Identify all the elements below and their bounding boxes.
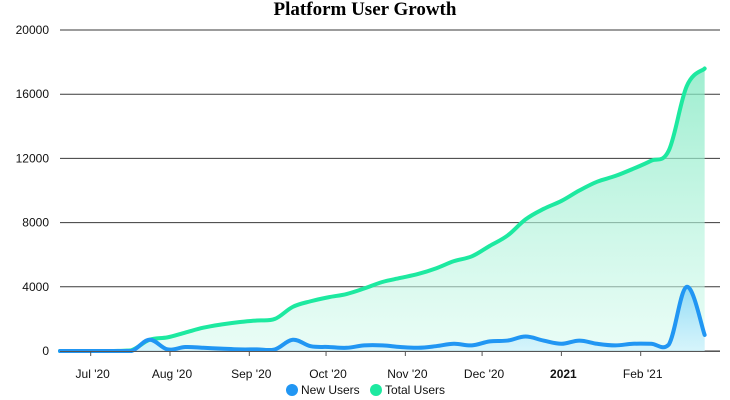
y-axis-ticks: 0 4000 8000 12000 16000 20000 <box>16 23 50 358</box>
x-tick-label: Dec '20 <box>464 367 505 381</box>
legend-item-total-users[interactable]: Total Users <box>370 383 445 397</box>
y-tick-label: 16000 <box>16 87 50 101</box>
x-tick-label: Sep '20 <box>231 367 272 381</box>
y-tick-label: 8000 <box>22 216 49 230</box>
chart-title: Platform User Growth <box>274 0 457 20</box>
series-lines <box>58 66 707 353</box>
y-tick-label: 4000 <box>22 280 49 294</box>
line-new-users <box>58 284 707 353</box>
x-tick-label: 2021 <box>550 367 577 381</box>
x-tick-label: Nov '20 <box>387 367 428 381</box>
x-tick-label: Jul '20 <box>76 367 111 381</box>
x-tick-label: Feb '21 <box>623 367 663 381</box>
y-tick-label: 12000 <box>16 151 50 165</box>
legend-marker <box>370 384 382 396</box>
legend-label: New Users <box>301 383 360 397</box>
legend-label: Total Users <box>385 383 445 397</box>
x-axis-ticks: Jul '20 Aug '20 Sep '20 Oct '20 Nov '20 Dec '… <box>60 351 720 381</box>
y-tick-label: 0 <box>42 344 49 358</box>
legend-item-new-users[interactable]: New Users <box>286 383 360 397</box>
line-total-users <box>58 66 707 353</box>
series-areas <box>60 68 705 352</box>
legend[interactable]: New Users Total Users <box>286 383 445 397</box>
y-tick-label: 20000 <box>16 23 50 37</box>
x-tick-label: Oct '20 <box>309 367 347 381</box>
legend-marker <box>286 384 298 396</box>
area-total-users <box>60 68 705 352</box>
x-tick-label: Aug '20 <box>152 367 193 381</box>
